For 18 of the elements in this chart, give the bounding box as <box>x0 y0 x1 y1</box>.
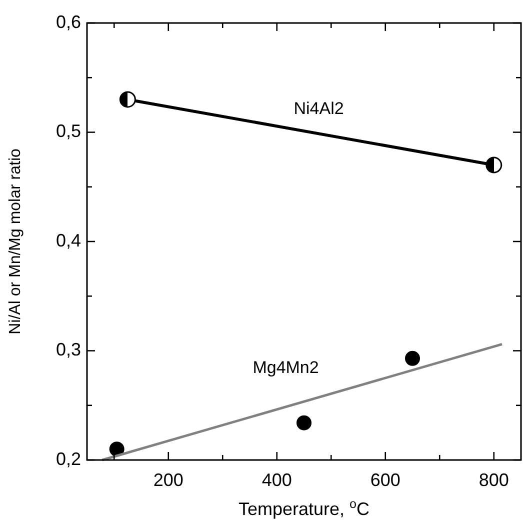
point <box>296 415 312 430</box>
y-axis-title: Ni/Al or Mn/Mg molar ratio <box>7 148 24 334</box>
x-tick-label: 400 <box>262 470 292 490</box>
point <box>119 91 136 108</box>
x-tick-label: 800 <box>478 470 509 490</box>
y-tick-label: 0,6 <box>56 12 81 32</box>
y-tick-label: 0,5 <box>56 121 81 141</box>
y-tick-label: 0,3 <box>56 340 81 360</box>
text: Mg4Mn2 <box>252 358 319 377</box>
y-tick-label: 0,4 <box>56 230 81 250</box>
point <box>405 350 420 366</box>
x-tick-label: 200 <box>153 470 184 490</box>
y-tick-label: 0,2 <box>56 448 81 469</box>
x-axis-title: Temperature, $^{o}$C <box>238 497 370 519</box>
point <box>109 442 124 457</box>
series-label: Ni4Al2 <box>294 98 344 118</box>
x-tick-label: 600 <box>370 470 400 490</box>
point <box>486 156 502 174</box>
